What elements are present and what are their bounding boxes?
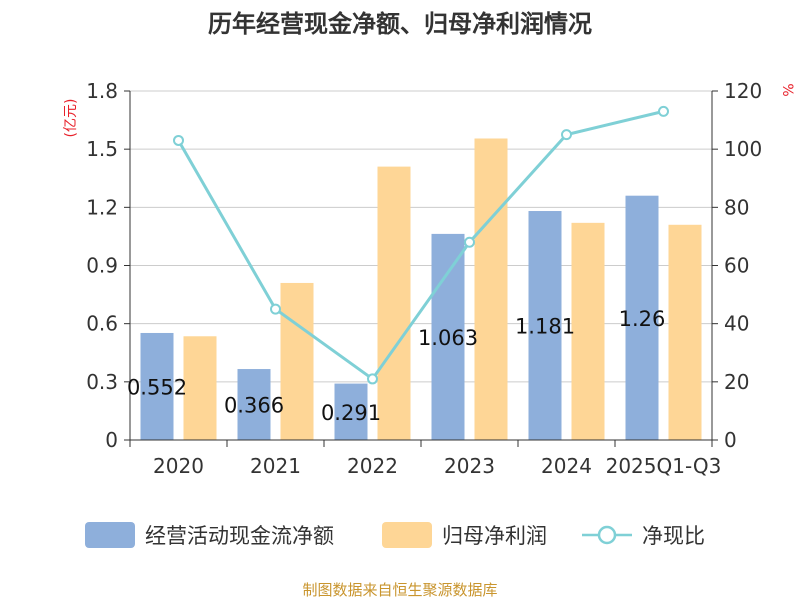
left-tick-label: 0 <box>105 428 118 452</box>
bar-netprofit <box>571 222 605 440</box>
data-label-cashflow: 0.366 <box>224 394 284 418</box>
bar-netprofit <box>183 336 217 440</box>
x-tick-label: 2020 <box>153 454 204 478</box>
legend-marker-ratio <box>597 525 617 545</box>
legend-label-cashflow: 经营活动现金流净额 <box>145 524 334 548</box>
left-tick-label: 0.6 <box>86 312 118 336</box>
right-tick-label: 0 <box>724 428 737 452</box>
x-tick-label: 2025Q1-Q3 <box>606 454 722 478</box>
data-labels: 0.552 0.366 0.291 1.063 1.181 1.26 <box>127 307 665 425</box>
bar-cashflow <box>431 233 465 440</box>
ratio-point <box>658 105 669 117</box>
bar-netprofit <box>668 224 702 440</box>
bars <box>140 138 702 440</box>
right-tick-label: 80 <box>724 195 749 219</box>
ratio-point <box>173 134 184 146</box>
data-label-cashflow: 0.291 <box>321 401 381 425</box>
data-label-cashflow: 1.26 <box>619 307 666 331</box>
right-tick-label: 40 <box>724 312 749 336</box>
x-tick-label: 2022 <box>347 454 398 478</box>
axes: 0 0.3 0.6 0.9 1.2 1.5 1.8 0 20 40 60 80 100 120 2020 20… <box>86 79 762 478</box>
legend-swatch-netprofit <box>382 522 432 548</box>
source-note: 制图数据来自恒生聚源数据库 <box>302 581 497 599</box>
bar-cashflow <box>140 332 174 440</box>
data-label-cashflow: 0.552 <box>127 375 187 399</box>
right-tick-label: 100 <box>724 137 762 161</box>
left-tick-label: 0.9 <box>86 254 118 278</box>
ratio-line <box>173 105 669 385</box>
ratio-point <box>561 129 572 141</box>
bar-cashflow <box>237 369 271 440</box>
left-tick-label: 0.3 <box>86 370 118 394</box>
left-tick-label: 1.8 <box>86 79 118 103</box>
bar-cashflow <box>528 211 562 440</box>
data-label-cashflow: 1.063 <box>418 326 478 350</box>
legend-label-netprofit: 归母净利润 <box>442 524 547 548</box>
ratio-line-path <box>177 109 664 382</box>
x-tick-label: 2024 <box>541 454 592 478</box>
legend-label-ratio: 净现比 <box>642 524 705 548</box>
ratio-point <box>367 373 378 385</box>
right-tick-label: 20 <box>724 370 749 394</box>
x-tick-label: 2021 <box>250 454 301 478</box>
right-axis-unit: % <box>779 83 795 96</box>
right-tick-label: 120 <box>724 79 762 103</box>
legend-swatch-cashflow <box>85 522 135 548</box>
legend: 经营活动现金流净额 归母净利润 净现比 <box>85 522 705 548</box>
left-axis-unit: (亿元) <box>63 99 79 138</box>
data-label-cashflow: 1.181 <box>515 315 575 339</box>
gridlines <box>130 90 712 383</box>
left-tick-label: 1.2 <box>86 195 118 219</box>
right-tick-label: 60 <box>724 254 749 278</box>
bar-cashflow <box>334 383 368 440</box>
bar-netprofit <box>377 166 411 440</box>
bar-netprofit <box>280 282 314 440</box>
chart-title: 历年经营现金净额、归母净利润情况 <box>208 10 592 38</box>
ratio-point <box>464 236 475 248</box>
bar-netprofit <box>474 138 508 440</box>
ratio-point <box>270 303 281 315</box>
bar-cashflow <box>625 195 659 440</box>
left-tick-label: 1.5 <box>86 137 118 161</box>
x-tick-label: 2023 <box>444 454 495 478</box>
